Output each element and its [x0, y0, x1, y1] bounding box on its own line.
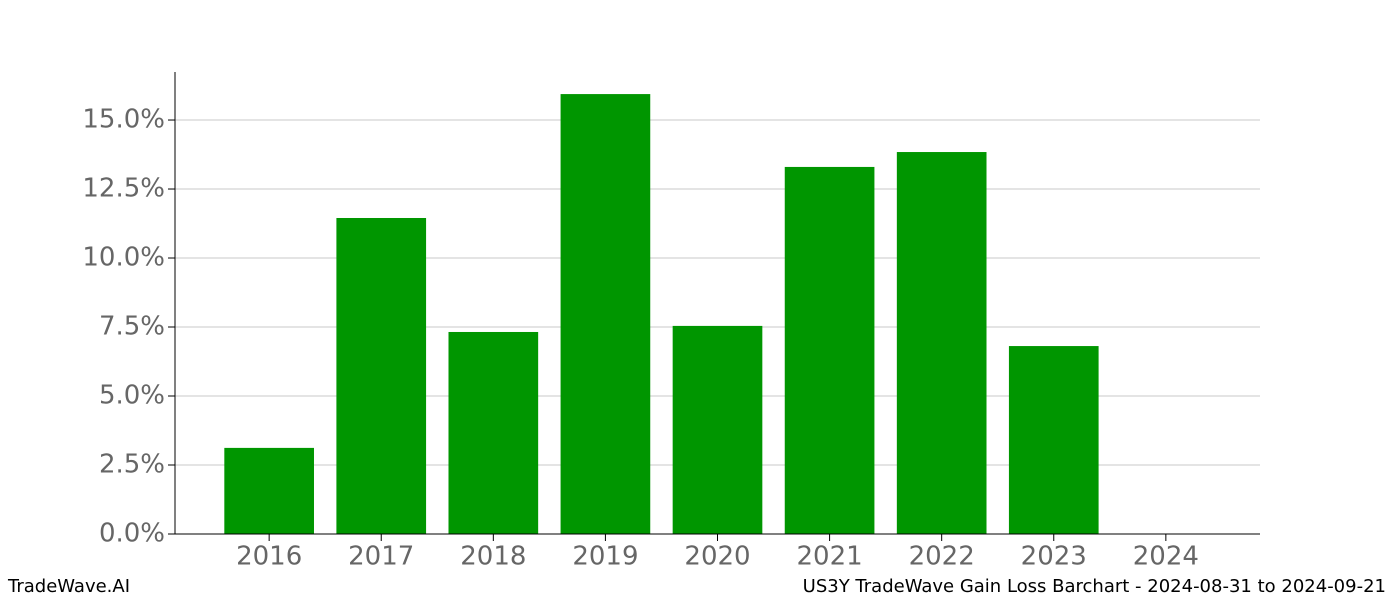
y-tick-label: 15.0% [82, 105, 165, 135]
x-tick-label: 2021 [797, 542, 863, 572]
y-tick-label: 5.0% [99, 381, 165, 411]
y-tick-label: 10.0% [82, 243, 165, 273]
x-tick-label: 2017 [348, 542, 414, 572]
footer-left: TradeWave.AI [7, 576, 130, 597]
x-tick-label: 2020 [684, 542, 750, 572]
bar [448, 331, 539, 534]
y-tick-label: 2.5% [99, 450, 165, 480]
bar [672, 325, 763, 534]
y-tick-label: 12.5% [82, 174, 165, 204]
x-tick-label: 2016 [236, 542, 302, 572]
x-tick-label: 2022 [909, 542, 975, 572]
y-tick-label: 0.0% [99, 519, 165, 549]
y-tick-label: 7.5% [99, 312, 165, 342]
x-tick-label: 2019 [572, 542, 638, 572]
bar [784, 166, 875, 534]
footer-right: US3Y TradeWave Gain Loss Barchart - 2024… [803, 576, 1386, 597]
x-tick-label: 2023 [1021, 542, 1087, 572]
x-tick-label: 2018 [460, 542, 526, 572]
bar [560, 94, 651, 534]
bar [336, 217, 427, 535]
bar [224, 447, 314, 534]
x-tick-label: 2024 [1133, 542, 1199, 572]
bar [896, 152, 987, 535]
bar [1008, 346, 1099, 534]
